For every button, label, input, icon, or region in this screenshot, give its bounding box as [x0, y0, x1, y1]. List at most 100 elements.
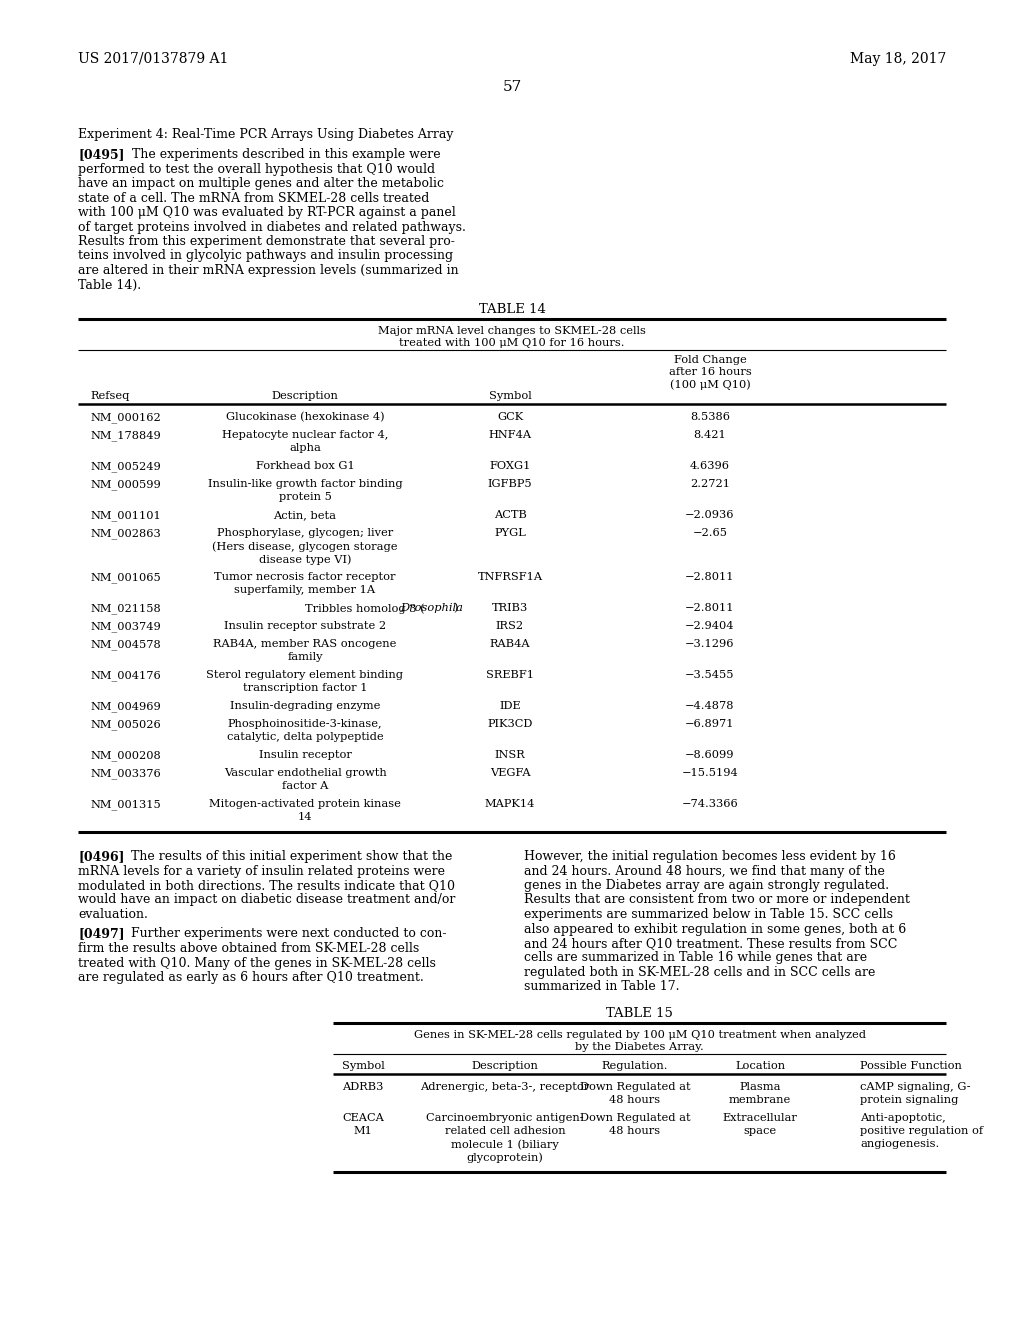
Text: NM_000599: NM_000599: [90, 479, 161, 490]
Text: membrane: membrane: [729, 1096, 792, 1105]
Text: 2.2721: 2.2721: [690, 479, 730, 488]
Text: NM_004578: NM_004578: [90, 639, 161, 649]
Text: Mitogen-activated protein kinase: Mitogen-activated protein kinase: [209, 799, 401, 809]
Text: Symbol: Symbol: [488, 391, 531, 401]
Text: Glucokinase (hexokinase 4): Glucokinase (hexokinase 4): [225, 412, 384, 422]
Text: Regulation.: Regulation.: [602, 1061, 669, 1071]
Text: SREBF1: SREBF1: [486, 671, 534, 680]
Text: [0495]: [0495]: [78, 148, 125, 161]
Text: Description: Description: [472, 1061, 539, 1071]
Text: −3.1296: −3.1296: [685, 639, 735, 649]
Text: Results that are consistent from two or more or independent: Results that are consistent from two or …: [524, 894, 910, 907]
Text: Drosophila: Drosophila: [400, 603, 463, 612]
Text: with 100 μM Q10 was evaluated by RT-PCR against a panel: with 100 μM Q10 was evaluated by RT-PCR …: [78, 206, 456, 219]
Text: Phosphoinositide-3-kinase,: Phosphoinositide-3-kinase,: [227, 719, 382, 729]
Text: TNFRSF1A: TNFRSF1A: [477, 572, 543, 582]
Text: mRNA levels for a variety of insulin related proteins were: mRNA levels for a variety of insulin rel…: [78, 865, 445, 878]
Text: Description: Description: [271, 391, 339, 401]
Text: Tumor necrosis factor receptor: Tumor necrosis factor receptor: [214, 572, 395, 582]
Text: genes in the Diabetes array are again strongly regulated.: genes in the Diabetes array are again st…: [524, 879, 889, 892]
Text: are altered in their mRNA expression levels (summarized in: are altered in their mRNA expression lev…: [78, 264, 459, 277]
Text: Anti-apoptotic,: Anti-apoptotic,: [860, 1113, 946, 1123]
Text: −2.8011: −2.8011: [685, 572, 735, 582]
Text: Vascular endothelial growth: Vascular endothelial growth: [223, 768, 386, 777]
Text: related cell adhesion: related cell adhesion: [444, 1126, 565, 1137]
Text: Location: Location: [735, 1061, 785, 1071]
Text: regulated both in SK-MEL-28 cells and in SCC cells are: regulated both in SK-MEL-28 cells and in…: [524, 966, 876, 979]
Text: catalytic, delta polypeptide: catalytic, delta polypeptide: [226, 733, 383, 742]
Text: 48 hours: 48 hours: [609, 1126, 660, 1137]
Text: Genes in SK-MEL-28 cells regulated by 100 μM Q10 treatment when analyzed: Genes in SK-MEL-28 cells regulated by 10…: [414, 1030, 865, 1040]
Text: Sterol regulatory element binding: Sterol regulatory element binding: [207, 671, 403, 680]
Text: −2.0936: −2.0936: [685, 510, 735, 520]
Text: cAMP signaling, G-: cAMP signaling, G-: [860, 1082, 971, 1092]
Text: Insulin receptor: Insulin receptor: [259, 750, 351, 760]
Text: IGFBP5: IGFBP5: [487, 479, 532, 488]
Text: NM_004176: NM_004176: [90, 671, 161, 681]
Text: Insulin-degrading enzyme: Insulin-degrading enzyme: [229, 701, 380, 711]
Text: [0497]: [0497]: [78, 928, 125, 940]
Text: 14: 14: [298, 812, 312, 822]
Text: experiments are summarized below in Table 15. SCC cells: experiments are summarized below in Tabl…: [524, 908, 893, 921]
Text: Symbol: Symbol: [342, 1061, 384, 1071]
Text: US 2017/0137879 A1: US 2017/0137879 A1: [78, 51, 228, 66]
Text: and 24 hours. Around 48 hours, we find that many of the: and 24 hours. Around 48 hours, we find t…: [524, 865, 885, 878]
Text: (Hers disease, glycogen storage: (Hers disease, glycogen storage: [212, 541, 397, 552]
Text: Phosphorylase, glycogen; liver: Phosphorylase, glycogen; liver: [217, 528, 393, 539]
Text: modulated in both directions. The results indicate that Q10: modulated in both directions. The result…: [78, 879, 455, 892]
Text: protein 5: protein 5: [279, 492, 332, 502]
Text: ADRB3: ADRB3: [342, 1082, 384, 1092]
Text: May 18, 2017: May 18, 2017: [850, 51, 946, 66]
Text: molecule 1 (biliary: molecule 1 (biliary: [452, 1139, 559, 1150]
Text: Down Regulated at: Down Regulated at: [580, 1113, 690, 1123]
Text: would have an impact on diabetic disease treatment and/or: would have an impact on diabetic disease…: [78, 894, 456, 907]
Text: IDE: IDE: [499, 701, 521, 711]
Text: disease type VI): disease type VI): [259, 554, 351, 565]
Text: Tribbles homolog 3 (: Tribbles homolog 3 (: [305, 603, 425, 614]
Text: summarized in Table 17.: summarized in Table 17.: [524, 981, 680, 994]
Text: 57: 57: [503, 81, 521, 94]
Text: positive regulation of: positive regulation of: [860, 1126, 983, 1137]
Text: Forkhead box G1: Forkhead box G1: [256, 461, 354, 471]
Text: Insulin-like growth factor binding: Insulin-like growth factor binding: [208, 479, 402, 488]
Text: Plasma: Plasma: [739, 1082, 780, 1092]
Text: TRIB3: TRIB3: [492, 603, 528, 612]
Text: NM_021158: NM_021158: [90, 603, 161, 614]
Text: NM_000208: NM_000208: [90, 750, 161, 760]
Text: CEACA: CEACA: [342, 1113, 384, 1123]
Text: The results of this initial experiment show that the: The results of this initial experiment s…: [115, 850, 453, 863]
Text: RAB4A: RAB4A: [489, 639, 530, 649]
Text: NM_003749: NM_003749: [90, 620, 161, 632]
Text: NM_004969: NM_004969: [90, 701, 161, 711]
Text: 48 hours: 48 hours: [609, 1096, 660, 1105]
Text: −4.4878: −4.4878: [685, 701, 735, 711]
Text: IRS2: IRS2: [496, 620, 524, 631]
Text: treated with Q10. Many of the genes in SK-MEL-28 cells: treated with Q10. Many of the genes in S…: [78, 957, 436, 969]
Text: by the Diabetes Array.: by the Diabetes Array.: [575, 1041, 703, 1052]
Text: ACTB: ACTB: [494, 510, 526, 520]
Text: NM_001065: NM_001065: [90, 572, 161, 582]
Text: are regulated as early as 6 hours after Q10 treatment.: are regulated as early as 6 hours after …: [78, 972, 424, 983]
Text: Table 14).: Table 14).: [78, 279, 141, 292]
Text: cells are summarized in Table 16 while genes that are: cells are summarized in Table 16 while g…: [524, 952, 867, 965]
Text: GCK: GCK: [497, 412, 523, 422]
Text: NM_000162: NM_000162: [90, 412, 161, 422]
Text: NM_005249: NM_005249: [90, 461, 161, 471]
Text: glycoprotein): glycoprotein): [467, 1152, 544, 1163]
Text: FOXG1: FOXG1: [489, 461, 530, 471]
Text: state of a cell. The mRNA from SKMEL-28 cells treated: state of a cell. The mRNA from SKMEL-28 …: [78, 191, 429, 205]
Text: firm the results above obtained from SK-MEL-28 cells: firm the results above obtained from SK-…: [78, 942, 419, 954]
Text: ): ): [453, 603, 458, 614]
Text: performed to test the overall hypothesis that Q10 would: performed to test the overall hypothesis…: [78, 162, 435, 176]
Text: M1: M1: [353, 1126, 373, 1137]
Text: have an impact on multiple genes and alter the metabolic: have an impact on multiple genes and alt…: [78, 177, 444, 190]
Text: also appeared to exhibit regulation in some genes, both at 6: also appeared to exhibit regulation in s…: [524, 923, 906, 936]
Text: −15.5194: −15.5194: [682, 768, 738, 777]
Text: Carcinoembryonic antigen-: Carcinoembryonic antigen-: [426, 1113, 584, 1123]
Text: Extracellular: Extracellular: [723, 1113, 798, 1123]
Text: alpha: alpha: [289, 444, 321, 453]
Text: 8.5386: 8.5386: [690, 412, 730, 422]
Text: The experiments described in this example were: The experiments described in this exampl…: [116, 148, 440, 161]
Text: Down Regulated at: Down Regulated at: [580, 1082, 690, 1092]
Text: −6.8971: −6.8971: [685, 719, 735, 729]
